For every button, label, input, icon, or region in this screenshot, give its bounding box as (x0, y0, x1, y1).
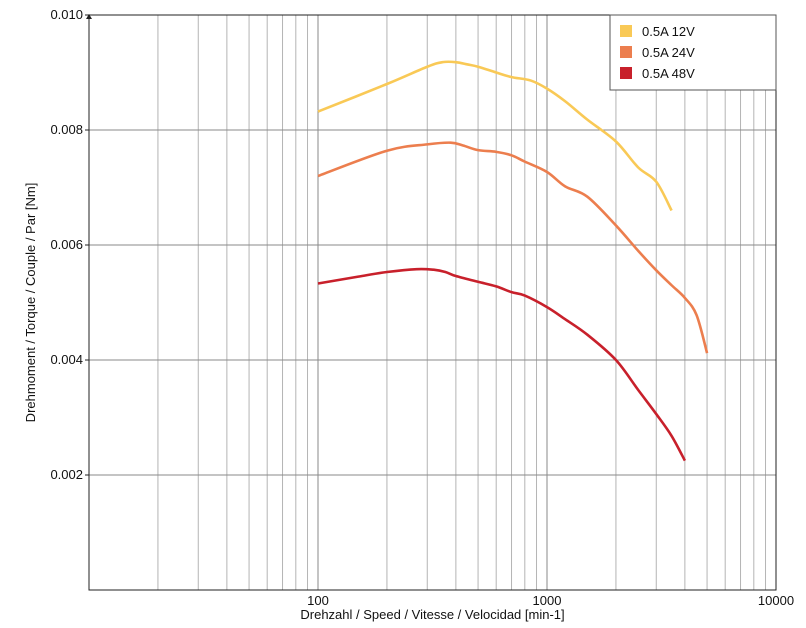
x-tick-label: 1000 (533, 593, 562, 608)
series-lines (317, 60, 709, 462)
legend-swatch-3 (620, 67, 632, 79)
legend-label-3: 0.5A 48V (642, 66, 695, 81)
y-axis-arrow (86, 14, 92, 19)
y-tick-label: 0.002 (50, 467, 83, 482)
legend-label-1: 0.5A 12V (642, 24, 695, 39)
legend-swatch-2 (620, 46, 632, 58)
series-line-1 (317, 60, 673, 212)
series-line-3 (317, 267, 687, 462)
x-axis-title: Drehzahl / Speed / Vitesse / Velocidad [… (300, 607, 564, 622)
legend: 0.5A 12V 0.5A 24V 0.5A 48V (609, 14, 777, 91)
y-axis-title: Drehmoment / Torque / Couple / Par [Nm] (23, 183, 38, 423)
y-tick-label: 0.008 (50, 122, 83, 137)
plot-frame (88, 14, 777, 591)
legend-box (609, 14, 777, 91)
y-tick-label: 0.004 (50, 352, 83, 367)
grid (89, 15, 776, 590)
y-tick-label: 0.010 (50, 7, 83, 22)
legend-label-2: 0.5A 24V (642, 45, 695, 60)
axes (88, 14, 777, 591)
legend-swatch-1 (620, 25, 632, 37)
y-tick-label: 0.006 (50, 237, 83, 252)
y-tick-labels: 0.002 0.004 0.006 0.008 0.010 (50, 7, 92, 482)
series-line-2 (317, 141, 709, 354)
x-tick-label: 10000 (758, 593, 794, 608)
x-tick-label: 100 (307, 593, 329, 608)
x-tick-labels: 100 1000 10000 (307, 593, 794, 608)
